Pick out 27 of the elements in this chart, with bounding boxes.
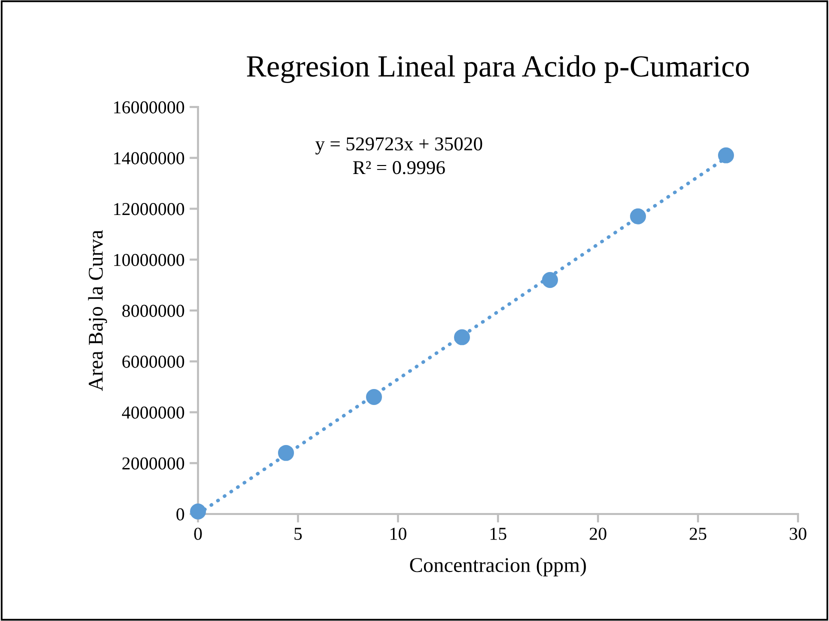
point xyxy=(366,389,382,405)
x-tick-label: 20 xyxy=(590,528,606,540)
chart-title: Regresion Lineal para Acido p-Cumarico xyxy=(246,55,749,84)
y-tick-label: 0 xyxy=(176,508,184,520)
point xyxy=(454,329,470,346)
y-tick-label: 6000000 xyxy=(122,356,184,368)
x-tick-label: 0 xyxy=(194,528,202,540)
y-tick-label: 16000000 xyxy=(114,101,184,114)
point xyxy=(542,272,558,288)
y-tick-label: 10000000 xyxy=(114,254,184,266)
annotation: y = 529723x + 35020 xyxy=(315,137,482,154)
x-axis-title: Concentracion (ppm) xyxy=(410,557,586,576)
y-tick-label: 2000000 xyxy=(122,457,184,470)
x-tick-label: 30 xyxy=(790,528,806,540)
y-axis-title: Area Bajo la Curva xyxy=(88,230,108,391)
point xyxy=(630,208,646,224)
point xyxy=(718,147,734,164)
y-tick-label: 14000000 xyxy=(114,152,184,164)
annotation: R² = 0.9996 xyxy=(353,161,445,174)
y-tick-label: 12000000 xyxy=(114,203,184,216)
x-tick-label: 5 xyxy=(294,528,302,540)
y-tick-label: 8000000 xyxy=(122,304,184,317)
point xyxy=(278,444,294,461)
y-tick-label: 4000000 xyxy=(122,406,184,419)
x-tick-label: 10 xyxy=(390,528,406,540)
x-tick-label: 15 xyxy=(490,528,506,540)
x-tick-label: 25 xyxy=(690,528,706,540)
